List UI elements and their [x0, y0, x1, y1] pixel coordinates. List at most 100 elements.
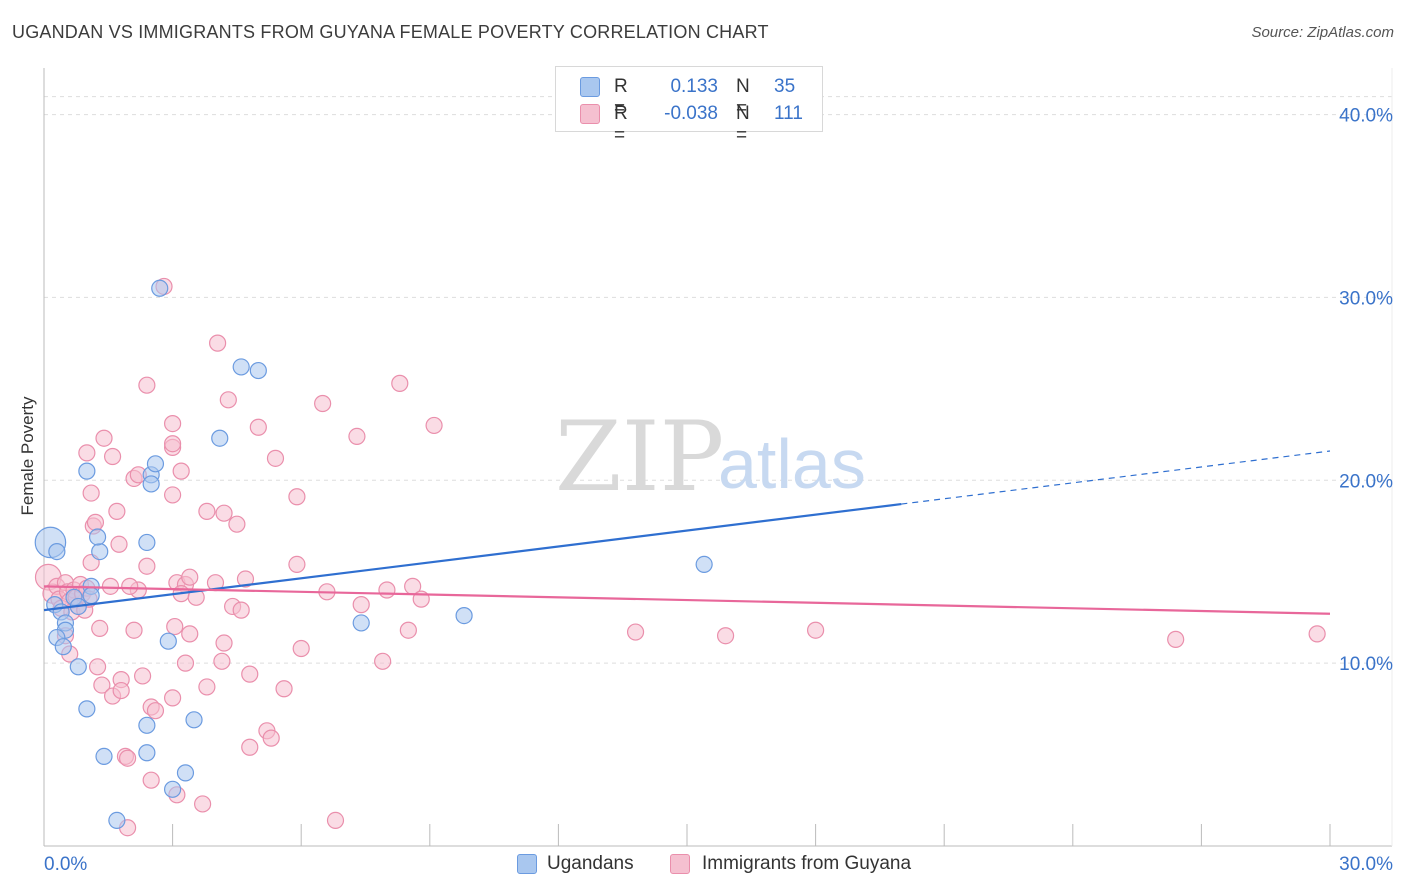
legend-n-value: 111: [774, 103, 803, 124]
ugandan-point: [88, 528, 107, 546]
guyana-point: [101, 577, 120, 595]
ugandan-trend-line: [43, 502, 902, 612]
guyana-point: [194, 795, 212, 813]
ugandan-point: [78, 700, 96, 718]
ugandan-point: [82, 586, 100, 605]
ugandan-point: [95, 747, 113, 766]
guyana-point: [378, 581, 396, 599]
guyana-point: [228, 515, 246, 533]
legend-swatch-pink: [580, 104, 600, 124]
guyana-point: [806, 621, 825, 639]
guyana-point: [146, 702, 165, 720]
guyana-point: [118, 749, 137, 767]
watermark: ZIP atlas: [555, 401, 866, 513]
guyana-point: [112, 681, 130, 700]
ugandan-point: [146, 455, 165, 473]
guyana-point: [181, 568, 199, 586]
guyana-point: [164, 435, 182, 453]
guyana-point: [292, 639, 310, 658]
ugandan-point: [232, 358, 250, 376]
ugandan-point: [138, 716, 156, 734]
guyana-point: [138, 376, 156, 394]
guyana-point: [166, 617, 184, 636]
guyana-point: [91, 619, 109, 638]
guyana-point: [108, 502, 126, 520]
legend-swatch-blue: [580, 77, 600, 97]
guyana-point: [110, 535, 128, 553]
guyana-point: [241, 738, 259, 756]
ugandan-point: [455, 606, 473, 625]
y-tick-label: 30.0%: [1339, 288, 1393, 309]
ugandan-point: [352, 614, 370, 632]
guyana-point: [215, 504, 233, 522]
guyana-point: [181, 625, 199, 643]
guyana-point: [172, 462, 190, 480]
legend-r-value: 0.133: [670, 76, 718, 97]
guyana-point: [716, 627, 735, 645]
ugandan-point: [185, 711, 203, 729]
guyana-point: [288, 555, 306, 574]
bottom-swatch-blue: [517, 854, 537, 874]
guyana-point: [314, 394, 332, 413]
ugandan-point: [54, 638, 72, 656]
ugandan-point: [142, 475, 160, 493]
guyana-point: [125, 621, 143, 639]
guyana-point: [138, 557, 156, 575]
legend-r-value: -0.038: [664, 103, 718, 124]
guyana-point: [215, 634, 233, 652]
guyana-point: [142, 771, 160, 789]
watermark-zip: ZIP: [555, 401, 724, 513]
legend-n-value: 35: [774, 76, 796, 97]
guyana-point: [425, 416, 443, 435]
guyana-point: [232, 601, 250, 619]
guyana-point: [213, 652, 231, 670]
trend-lines: [43, 450, 1331, 615]
guyana-point: [164, 486, 182, 504]
bottom-label-guyana: Immigrants from Guyana: [702, 853, 912, 874]
y-tick-label: 20.0%: [1339, 471, 1393, 492]
guyana-point: [88, 658, 107, 676]
watermark-atlas: atlas: [718, 425, 866, 503]
guyana-point: [266, 449, 285, 467]
ugandan-point: [695, 555, 713, 574]
ugandan-point: [151, 279, 169, 297]
guyana-point: [626, 623, 645, 641]
y-tick-label: 10.0%: [1339, 654, 1393, 675]
guyana-point: [198, 678, 216, 696]
ugandan-points: [34, 279, 713, 830]
legend-r-label: R =: [614, 76, 628, 119]
ugandan-point: [108, 811, 126, 830]
ugandan-point: [78, 462, 96, 480]
ugandan-point: [138, 533, 156, 552]
guyana-point: [93, 676, 111, 694]
guyana-point: [78, 444, 96, 462]
ugandan-point: [164, 780, 182, 798]
guyana-point: [391, 374, 409, 392]
guyana-point: [164, 415, 182, 433]
guyana-point: [95, 429, 113, 447]
x-tick-label: 0.0%: [44, 854, 87, 875]
guyana-trend-line: [43, 585, 1331, 615]
guyana-point: [262, 729, 280, 747]
source-credit: Source: ZipAtlas.com: [1251, 24, 1394, 41]
ugandan-point: [249, 361, 267, 380]
guyana-point: [241, 665, 259, 683]
guyana-point: [374, 652, 392, 670]
guyana-point: [348, 427, 366, 445]
ugandan-point: [69, 658, 87, 676]
y-tick-label: 40.0%: [1339, 106, 1393, 127]
bottom-label-ugandans: Ugandans: [547, 853, 634, 874]
guyana-point: [275, 680, 293, 698]
legend-r-label: R =: [614, 103, 628, 146]
guyana-point: [352, 596, 370, 614]
guyana-point: [82, 484, 100, 502]
ugandan-point: [48, 542, 66, 561]
ugandan-point: [159, 632, 177, 650]
guyana-point: [399, 621, 417, 639]
guyana-point: [198, 502, 216, 520]
guyana-point: [249, 418, 267, 436]
ugandan-point: [138, 744, 156, 762]
legend-n-label: N =: [736, 76, 750, 119]
guyana-point: [133, 667, 152, 685]
guyana-point: [1308, 625, 1326, 643]
